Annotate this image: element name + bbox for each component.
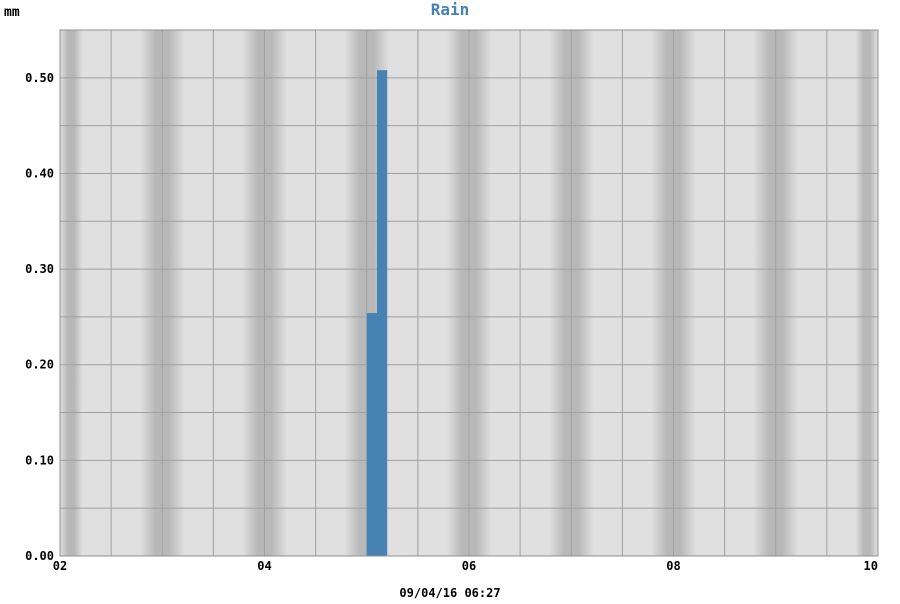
x-tick-label: 08 <box>666 559 680 573</box>
chart-title: Rain <box>431 0 470 19</box>
y-axis-unit-label: mm <box>4 5 20 20</box>
y-tick-label: 0.20 <box>25 358 54 372</box>
y-tick-label: 0.30 <box>25 262 54 276</box>
y-tick-label: 0.50 <box>25 71 54 85</box>
plot-border <box>59 29 879 557</box>
y-axis-ticks: 0.00 0.10 0.20 0.30 0.40 0.50 <box>25 71 54 563</box>
x-tick-label: 02 <box>53 559 67 573</box>
bar-series <box>366 70 388 557</box>
timestamp-label: 09/04/16 06:27 <box>399 586 500 600</box>
rain-bar <box>366 313 377 556</box>
night-band <box>855 30 878 556</box>
rain-bar <box>376 70 388 557</box>
plot-area <box>59 29 879 557</box>
y-tick-label: 0.00 <box>25 549 54 563</box>
y-tick-label: 0.10 <box>25 453 54 467</box>
x-tick-label: 04 <box>257 559 271 573</box>
y-tick-label: 0.40 <box>25 166 54 180</box>
night-band <box>60 30 83 556</box>
x-tick-label: 10 <box>864 559 878 573</box>
x-tick-label: 06 <box>462 559 476 573</box>
x-axis-ticks: 02 04 06 08 10 <box>53 559 878 573</box>
